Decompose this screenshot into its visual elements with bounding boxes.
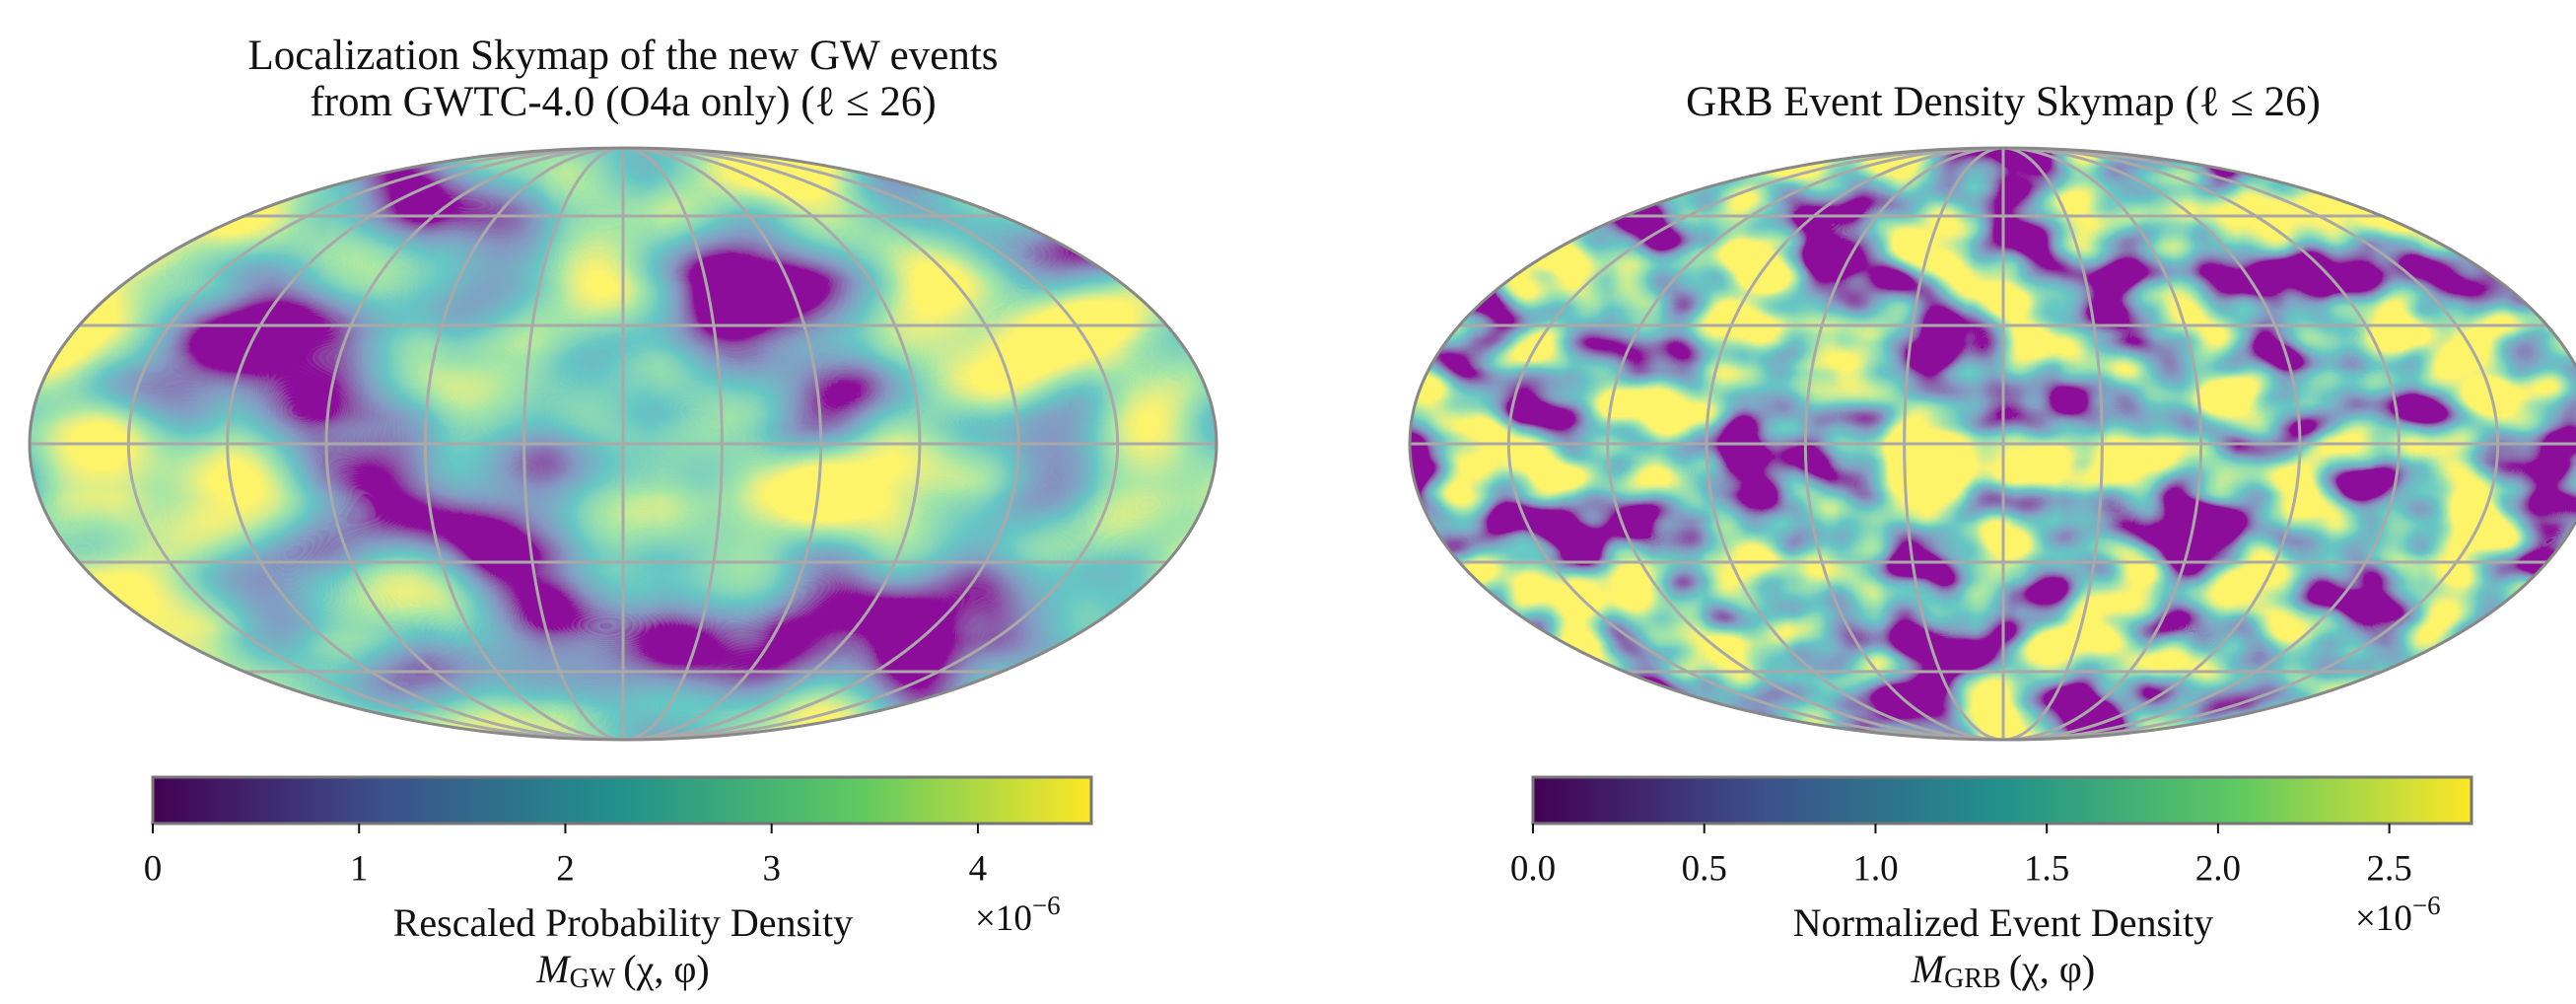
skymap-panel: Localization Skymap of the new GW events… (28, 33, 1218, 994)
colorbar (1531, 775, 2473, 825)
colorbar-tick-label: 0 (144, 848, 163, 889)
chart-title: Localization Skymap of the new GW events (247, 33, 998, 79)
offset-text: ×10−6 (975, 891, 1061, 939)
chart-title: from GWTC-4.0 (O4a only) (ℓ ≤ 26) (310, 79, 936, 125)
map-border (28, 146, 1218, 742)
colorbar-symbol: MGRB (χ, φ) (1911, 947, 2095, 994)
colorbar-tick-label: 3 (762, 848, 781, 889)
chart-title: GRB Event Density Skymap (ℓ ≤ 26) (1686, 79, 2321, 125)
colorbar-symbol: MGW (χ, φ) (535, 947, 709, 994)
colorbar-tick-label: 4 (969, 848, 988, 889)
colorbar-label: Rescaled Probability Density (393, 900, 854, 945)
skymap-panel: GRB Event Density Skymap (ℓ ≤ 26) 0.0 0.5 1… (1408, 79, 2576, 994)
colorbar-tick-label: 0.5 (1682, 848, 1727, 889)
colorbar-tick-label: 1.5 (2024, 848, 2069, 889)
graticule (1410, 148, 2576, 740)
colorbar-tick-label: 2.0 (2195, 848, 2241, 889)
colorbar-tick-label: 2 (556, 848, 575, 889)
offset-text: ×10−6 (2355, 891, 2441, 939)
map-border (1408, 146, 2576, 742)
colorbar-label: Normalized Event Density (1793, 900, 2214, 945)
colorbar-tick-label: 1 (350, 848, 369, 889)
colorbar (151, 775, 1093, 825)
colorbar-tick-label: 2.5 (2366, 848, 2411, 889)
graticule (30, 148, 1217, 740)
colorbar-tick-label: 1.0 (1852, 848, 1898, 889)
colorbar-tick-label: 0.0 (1510, 848, 1556, 889)
